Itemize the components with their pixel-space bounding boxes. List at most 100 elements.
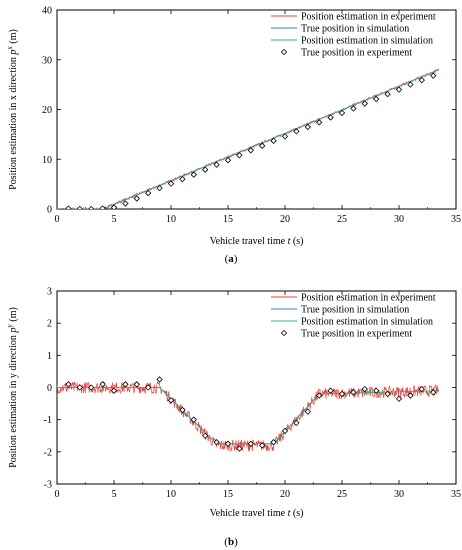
chart2-x-axis-label: Vehicle travel time t (s) [210, 508, 304, 519]
chart2-marker-true-experiment [304, 408, 311, 415]
chart1-legend-entry: True position in experiment [301, 48, 412, 59]
chart2-marker-true-experiment [281, 427, 289, 435]
chart1-marker-true-experiment [418, 76, 425, 84]
chart1-xtick-label: 25 [337, 214, 347, 225]
chart2-marker-true-experiment [190, 416, 197, 423]
chart2-marker-true-experiment [76, 384, 83, 391]
chart2-marker-true-experiment [133, 381, 140, 388]
chart1-marker-true-experiment [350, 105, 357, 112]
chart1-marker-true-experiment [281, 133, 289, 140]
chart2-ytick-label: -2 [44, 447, 52, 458]
chart1-ytick-label: 10 [42, 155, 52, 166]
chart2-marker-true-experiment [395, 395, 403, 402]
chart2-marker-true-experiment [145, 384, 152, 391]
chart1-ytick-label: 20 [42, 105, 52, 116]
chart2-y-axis-label: Position estimation in y direction py (m… [6, 307, 19, 468]
chart1-ytick-label: 40 [42, 6, 52, 17]
chart1-marker-true-experiment [156, 184, 163, 192]
chart1-marker-true-experiment [373, 95, 380, 103]
chart1-panel-caption: (a) [225, 253, 238, 265]
chart1-xtick-label: 10 [166, 214, 176, 225]
chart1-ytick-label: 30 [42, 55, 52, 66]
chart1-marker-true-experiment [384, 90, 391, 98]
chart2-marker-true-experiment [338, 390, 346, 398]
chart1-marker-true-experiment [145, 189, 152, 197]
chart2-marker-true-experiment [236, 445, 243, 452]
chart2-legend-marker [280, 329, 288, 337]
chart1-y-axis-label: Position estimation in x direction px (m… [6, 29, 19, 190]
chart1-xtick-label: 35 [451, 214, 461, 225]
chart1-xtick-label: 15 [223, 214, 233, 225]
chart2-marker-true-experiment [247, 440, 254, 447]
chart2-xtick-label: 0 [55, 489, 60, 500]
chart1-panel: 0 5 10 15 20 25 30 35 0 10 20 30 40 Position estimati… [6, 6, 461, 266]
chart2-ytick-label: -3 [44, 480, 52, 491]
chart1-marker-true-experiment [430, 72, 437, 79]
chart2-marker-true-experiment [293, 419, 300, 427]
chart2-legend-entry: True position in simulation [301, 305, 409, 316]
chart1-legend-entry: Position estimation in experiment [301, 12, 436, 23]
chart1-marker-true-experiment [76, 205, 83, 209]
chart2-xtick-label: 35 [451, 489, 461, 500]
chart1-marker-true-experiment [224, 157, 232, 164]
chart2-series-line-2 [57, 387, 439, 445]
chart1-marker-true-experiment [361, 100, 368, 107]
chart2-marker-true-experiment [202, 432, 209, 439]
chart2-legend-entry: Position estimation in simulation [301, 317, 433, 328]
chart2-marker-true-experiment [88, 384, 95, 391]
chart1-marker-true-experiment [270, 137, 277, 145]
chart1-marker-true-experiment [179, 175, 186, 183]
chart2-legend-entry: Position estimation in experiment [301, 293, 436, 304]
chart2-xtick-label: 5 [112, 489, 117, 500]
chart2-ytick-label: -1 [44, 415, 52, 426]
chart1-marker-true-experiment [407, 81, 414, 88]
chart2-marker-true-experiment [99, 381, 106, 388]
chart2-marker-true-experiment [65, 381, 72, 388]
chart1-marker-true-experiment [99, 205, 106, 209]
chart2-series-group [57, 376, 440, 453]
chart1-xtick-label: 30 [394, 214, 404, 225]
chart2-marker-true-experiment [110, 387, 118, 394]
chart2-marker-true-experiment [316, 392, 323, 399]
chart2-xtick-label: 10 [166, 489, 176, 500]
chart1-marker-true-experiment [190, 171, 197, 178]
chart1-marker-true-experiment [202, 166, 209, 173]
chart2-panel: 0 5 10 15 20 25 30 35 -3 -2 -1 0 1 2 3 Position estimat… [6, 287, 461, 549]
chart2-marker-true-experiment [224, 440, 232, 447]
chart2-xtick-label: 20 [280, 489, 290, 500]
chart1-xtick-label: 20 [280, 214, 290, 225]
chart2-xtick-label: 25 [337, 489, 347, 500]
chart2-ytick-label: 0 [47, 383, 52, 394]
chart2-marker-true-experiment [418, 385, 425, 393]
chart2-xtick-label: 30 [394, 489, 404, 500]
chart2-marker-true-experiment [327, 387, 334, 394]
chart2-ytick-label: 1 [47, 351, 52, 362]
chart2-marker-true-experiment [156, 376, 163, 383]
chart1-xtick-label: 5 [112, 214, 117, 225]
chart2-series-line-1 [57, 387, 439, 445]
chart2-marker-true-experiment [384, 390, 391, 398]
chart1-marker-true-experiment [65, 205, 72, 209]
chart1-marker-true-experiment [110, 204, 118, 209]
chart1-marker-true-experiment [395, 86, 403, 93]
chart1-series-group [57, 68, 440, 209]
chart2-ytick-label: 2 [47, 319, 52, 330]
chart2-marker-true-experiment [179, 406, 186, 414]
chart2-legend-entry: True position in experiment [301, 329, 412, 340]
chart1-marker-true-experiment [88, 205, 95, 209]
chart2-xtick-label: 15 [223, 489, 233, 500]
chart1-marker-true-experiment [338, 109, 346, 117]
chart1-marker-true-experiment [259, 142, 266, 149]
chart1-legend-marker [280, 48, 288, 56]
chart2-marker-true-experiment [350, 389, 357, 396]
chart2-marker-true-experiment [430, 389, 437, 396]
chart2-marker-true-experiment [167, 397, 175, 404]
chart1-series-line-2 [57, 69, 440, 209]
chart2-marker-true-experiment [361, 385, 368, 393]
chart1-legend-entry: True position in simulation [301, 24, 409, 35]
chart1-marker-true-experiment [327, 114, 334, 121]
chart1-marker-true-experiment [236, 152, 243, 159]
chart2-ytick-label: 3 [47, 287, 52, 298]
chart1-marker-true-experiment [133, 195, 140, 202]
